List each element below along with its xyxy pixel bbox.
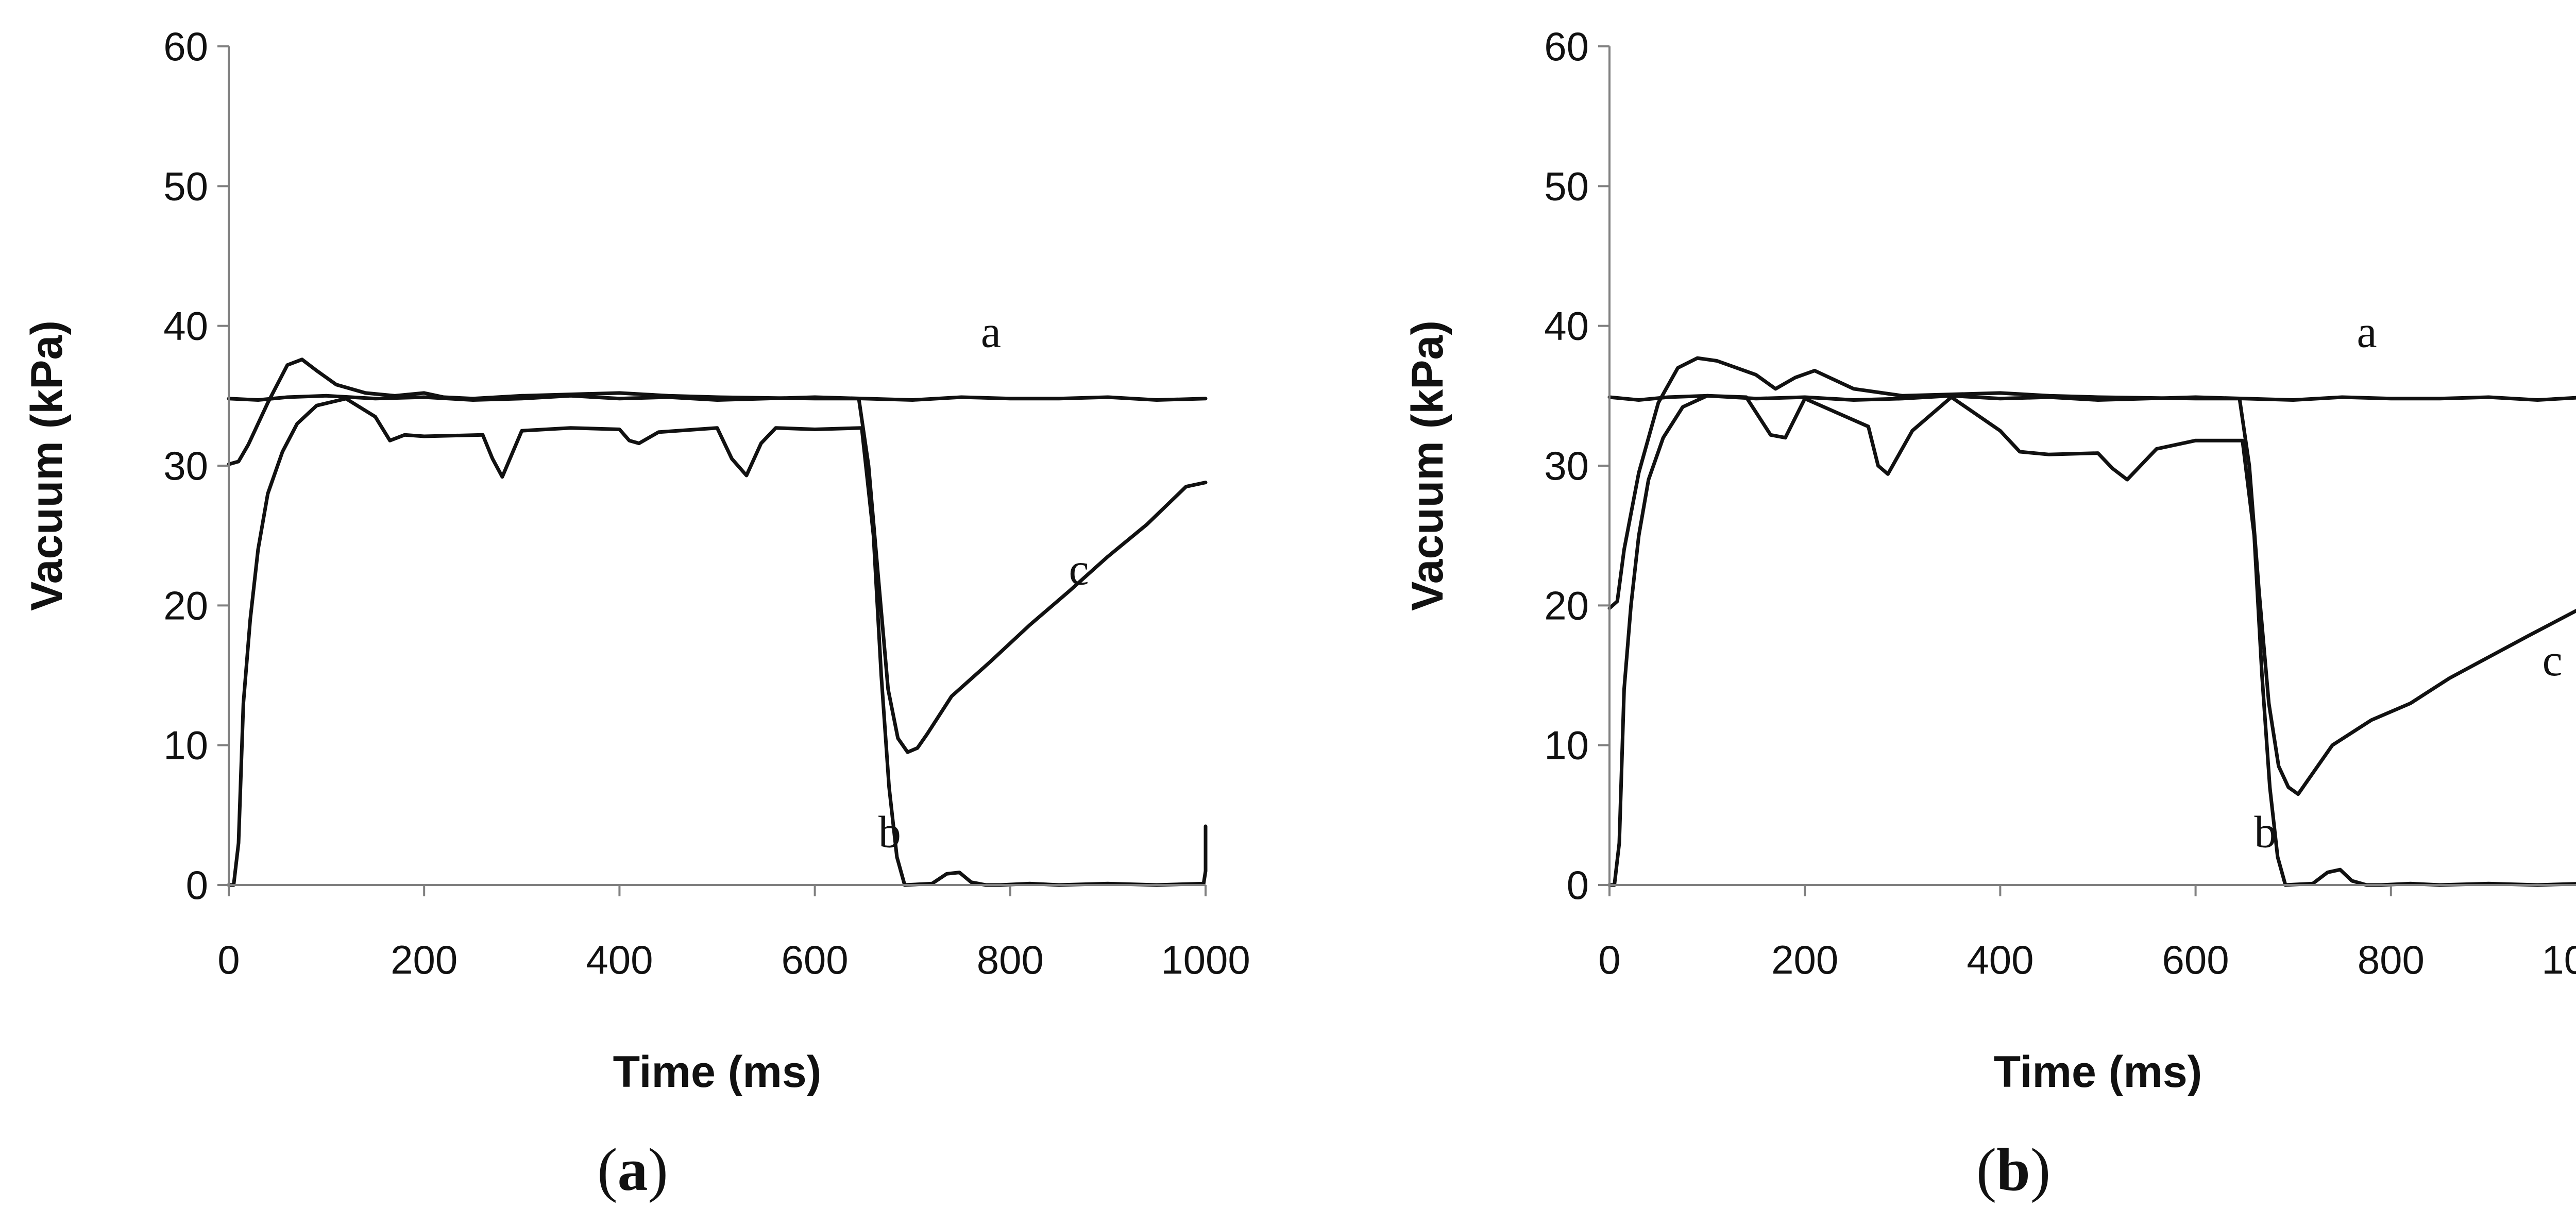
chart-b-y-tick-label-50: 50: [1544, 163, 1589, 209]
chart-b-panel-label-letter: b: [1996, 1136, 2030, 1203]
chart-b-x-tick-label-200: 200: [1771, 937, 1838, 982]
chart-a-series-lines: [227, 357, 1208, 887]
chart-b-y-tick-label-10: 10: [1544, 723, 1589, 768]
chart-b-x-axis-label: Time (ms): [1994, 1047, 2202, 1097]
chart-b-x-tick-label-1000: 1000: [2541, 937, 2576, 982]
chart-b-x-tick-label-400: 400: [1967, 937, 2033, 982]
chart-a-x-tick-label-200: 200: [391, 937, 457, 982]
chart-b-series-labels: a b c: [2254, 307, 2562, 857]
chart-a-panel-label-open: (: [597, 1136, 617, 1203]
chart-a-y-axis-label: Vacuum (kPa): [22, 320, 72, 611]
chart-a-y-tick-label-50: 50: [163, 163, 208, 209]
chart-a: 0 10 20 30 40 50 60 0 200 400 600 800 1000 a b c Time…: [22, 24, 1250, 1203]
chart-a-panel-label: (a): [597, 1136, 668, 1203]
chart-a-x-tick-label-600: 600: [782, 937, 849, 982]
chart-b-y-tick-label-30: 30: [1544, 443, 1589, 488]
chart-b-y-tick-label-0: 0: [1567, 862, 1589, 908]
chart-b-series-a-label: a: [2357, 307, 2377, 357]
chart-b-x-ticks: 0 200 400 600 800 1000: [1598, 885, 2576, 982]
chart-a-series-c-line: [227, 357, 1208, 754]
chart-b-panel-label-open: (: [1976, 1136, 1996, 1203]
chart-b-series-c-line: [1607, 356, 2576, 796]
chart-a-series-b-label: b: [878, 808, 901, 858]
chart-b-series-lines: [1607, 356, 2576, 887]
chart-a-x-axis-label: Time (ms): [613, 1047, 822, 1097]
chart-a-series-b-line: [227, 397, 1208, 887]
chart-b-panel-label-close: ): [2030, 1136, 2050, 1203]
chart-a-y-tick-label-40: 40: [163, 303, 208, 349]
chart-a-series-a-label: a: [981, 307, 1001, 357]
chart-b-y-tick-label-60: 60: [1544, 24, 1589, 69]
chart-b-x-tick-label-800: 800: [2358, 937, 2425, 982]
chart-b: 0 10 20 30 40 50 60 0 200 400 600 800 1000 a b c Time…: [1403, 24, 2576, 1203]
chart-b-series-b-line: [1607, 394, 2576, 887]
chart-a-y-tick-label-30: 30: [163, 443, 208, 488]
chart-b-y-axis-label: Vacuum (kPa): [1403, 320, 1452, 611]
chart-b-panel-label: (b): [1976, 1136, 2050, 1203]
chart-a-x-ticks: 0 200 400 600 800 1000: [217, 885, 1250, 982]
chart-a-x-tick-label-1000: 1000: [1161, 937, 1250, 982]
chart-a-series-labels: a b c: [878, 307, 1089, 857]
chart-b-x-tick-label-0: 0: [1598, 937, 1620, 982]
chart-a-x-tick-label-0: 0: [217, 937, 240, 982]
chart-a-y-tick-label-20: 20: [163, 583, 208, 628]
chart-b-y-tick-label-40: 40: [1544, 303, 1589, 349]
chart-a-x-tick-label-800: 800: [977, 937, 1044, 982]
chart-a-panel-label-letter: a: [618, 1136, 648, 1203]
chart-a-y-tick-label-60: 60: [163, 24, 208, 69]
chart-a-series-c-label: c: [1069, 545, 1089, 595]
chart-b-series-b-label: b: [2254, 808, 2277, 858]
chart-a-panel-label-close: ): [648, 1136, 668, 1203]
chart-a-series-a-line: [227, 394, 1208, 402]
chart-a-x-tick-label-400: 400: [586, 937, 653, 982]
chart-b-series-c-label: c: [2543, 636, 2563, 686]
chart-b-x-tick-label-600: 600: [2162, 937, 2229, 982]
chart-b-y-ticks: 0 10 20 30 40 50 60: [1544, 24, 1609, 908]
chart-b-y-tick-label-20: 20: [1544, 583, 1589, 628]
chart-a-y-ticks: 0 10 20 30 40 50 60: [163, 24, 229, 908]
chart-a-y-tick-label-10: 10: [163, 723, 208, 768]
chart-a-y-tick-label-0: 0: [186, 862, 208, 908]
